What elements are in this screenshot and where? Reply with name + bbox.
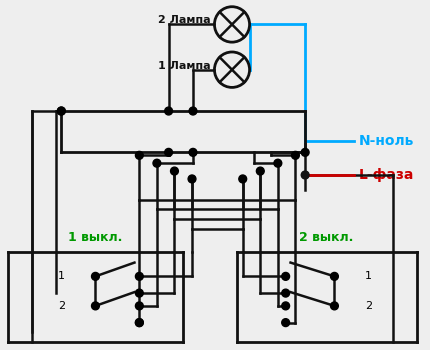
Circle shape xyxy=(135,319,143,327)
Circle shape xyxy=(57,107,65,115)
Circle shape xyxy=(292,152,299,159)
Circle shape xyxy=(331,302,338,310)
Text: 1: 1 xyxy=(365,271,372,281)
Circle shape xyxy=(282,289,289,297)
Circle shape xyxy=(92,272,99,280)
Circle shape xyxy=(282,272,289,280)
Circle shape xyxy=(165,107,172,115)
Text: 2 Лампа: 2 Лампа xyxy=(158,15,211,26)
Circle shape xyxy=(188,175,196,183)
Text: 2: 2 xyxy=(58,301,65,311)
Text: 1 выкл.: 1 выкл. xyxy=(68,231,123,244)
Circle shape xyxy=(135,302,143,310)
Circle shape xyxy=(135,272,143,280)
Circle shape xyxy=(153,159,161,167)
Circle shape xyxy=(165,148,172,156)
Circle shape xyxy=(189,148,197,156)
Circle shape xyxy=(171,167,178,175)
Circle shape xyxy=(57,107,65,115)
Text: L-фаза: L-фаза xyxy=(359,168,414,182)
Circle shape xyxy=(256,167,264,175)
Circle shape xyxy=(282,319,289,327)
Circle shape xyxy=(239,175,247,183)
Circle shape xyxy=(135,152,143,159)
Circle shape xyxy=(189,107,197,115)
Circle shape xyxy=(282,302,289,310)
Text: 1: 1 xyxy=(58,271,65,281)
Circle shape xyxy=(274,159,282,167)
Circle shape xyxy=(301,148,309,156)
Text: N-ноль: N-ноль xyxy=(359,134,414,148)
Text: 1 Лампа: 1 Лампа xyxy=(158,61,211,71)
Text: 2 выкл.: 2 выкл. xyxy=(299,231,354,244)
Circle shape xyxy=(331,272,338,280)
Circle shape xyxy=(301,171,309,179)
Circle shape xyxy=(135,289,143,297)
Text: 2: 2 xyxy=(365,301,372,311)
Circle shape xyxy=(135,319,143,327)
Circle shape xyxy=(92,302,99,310)
